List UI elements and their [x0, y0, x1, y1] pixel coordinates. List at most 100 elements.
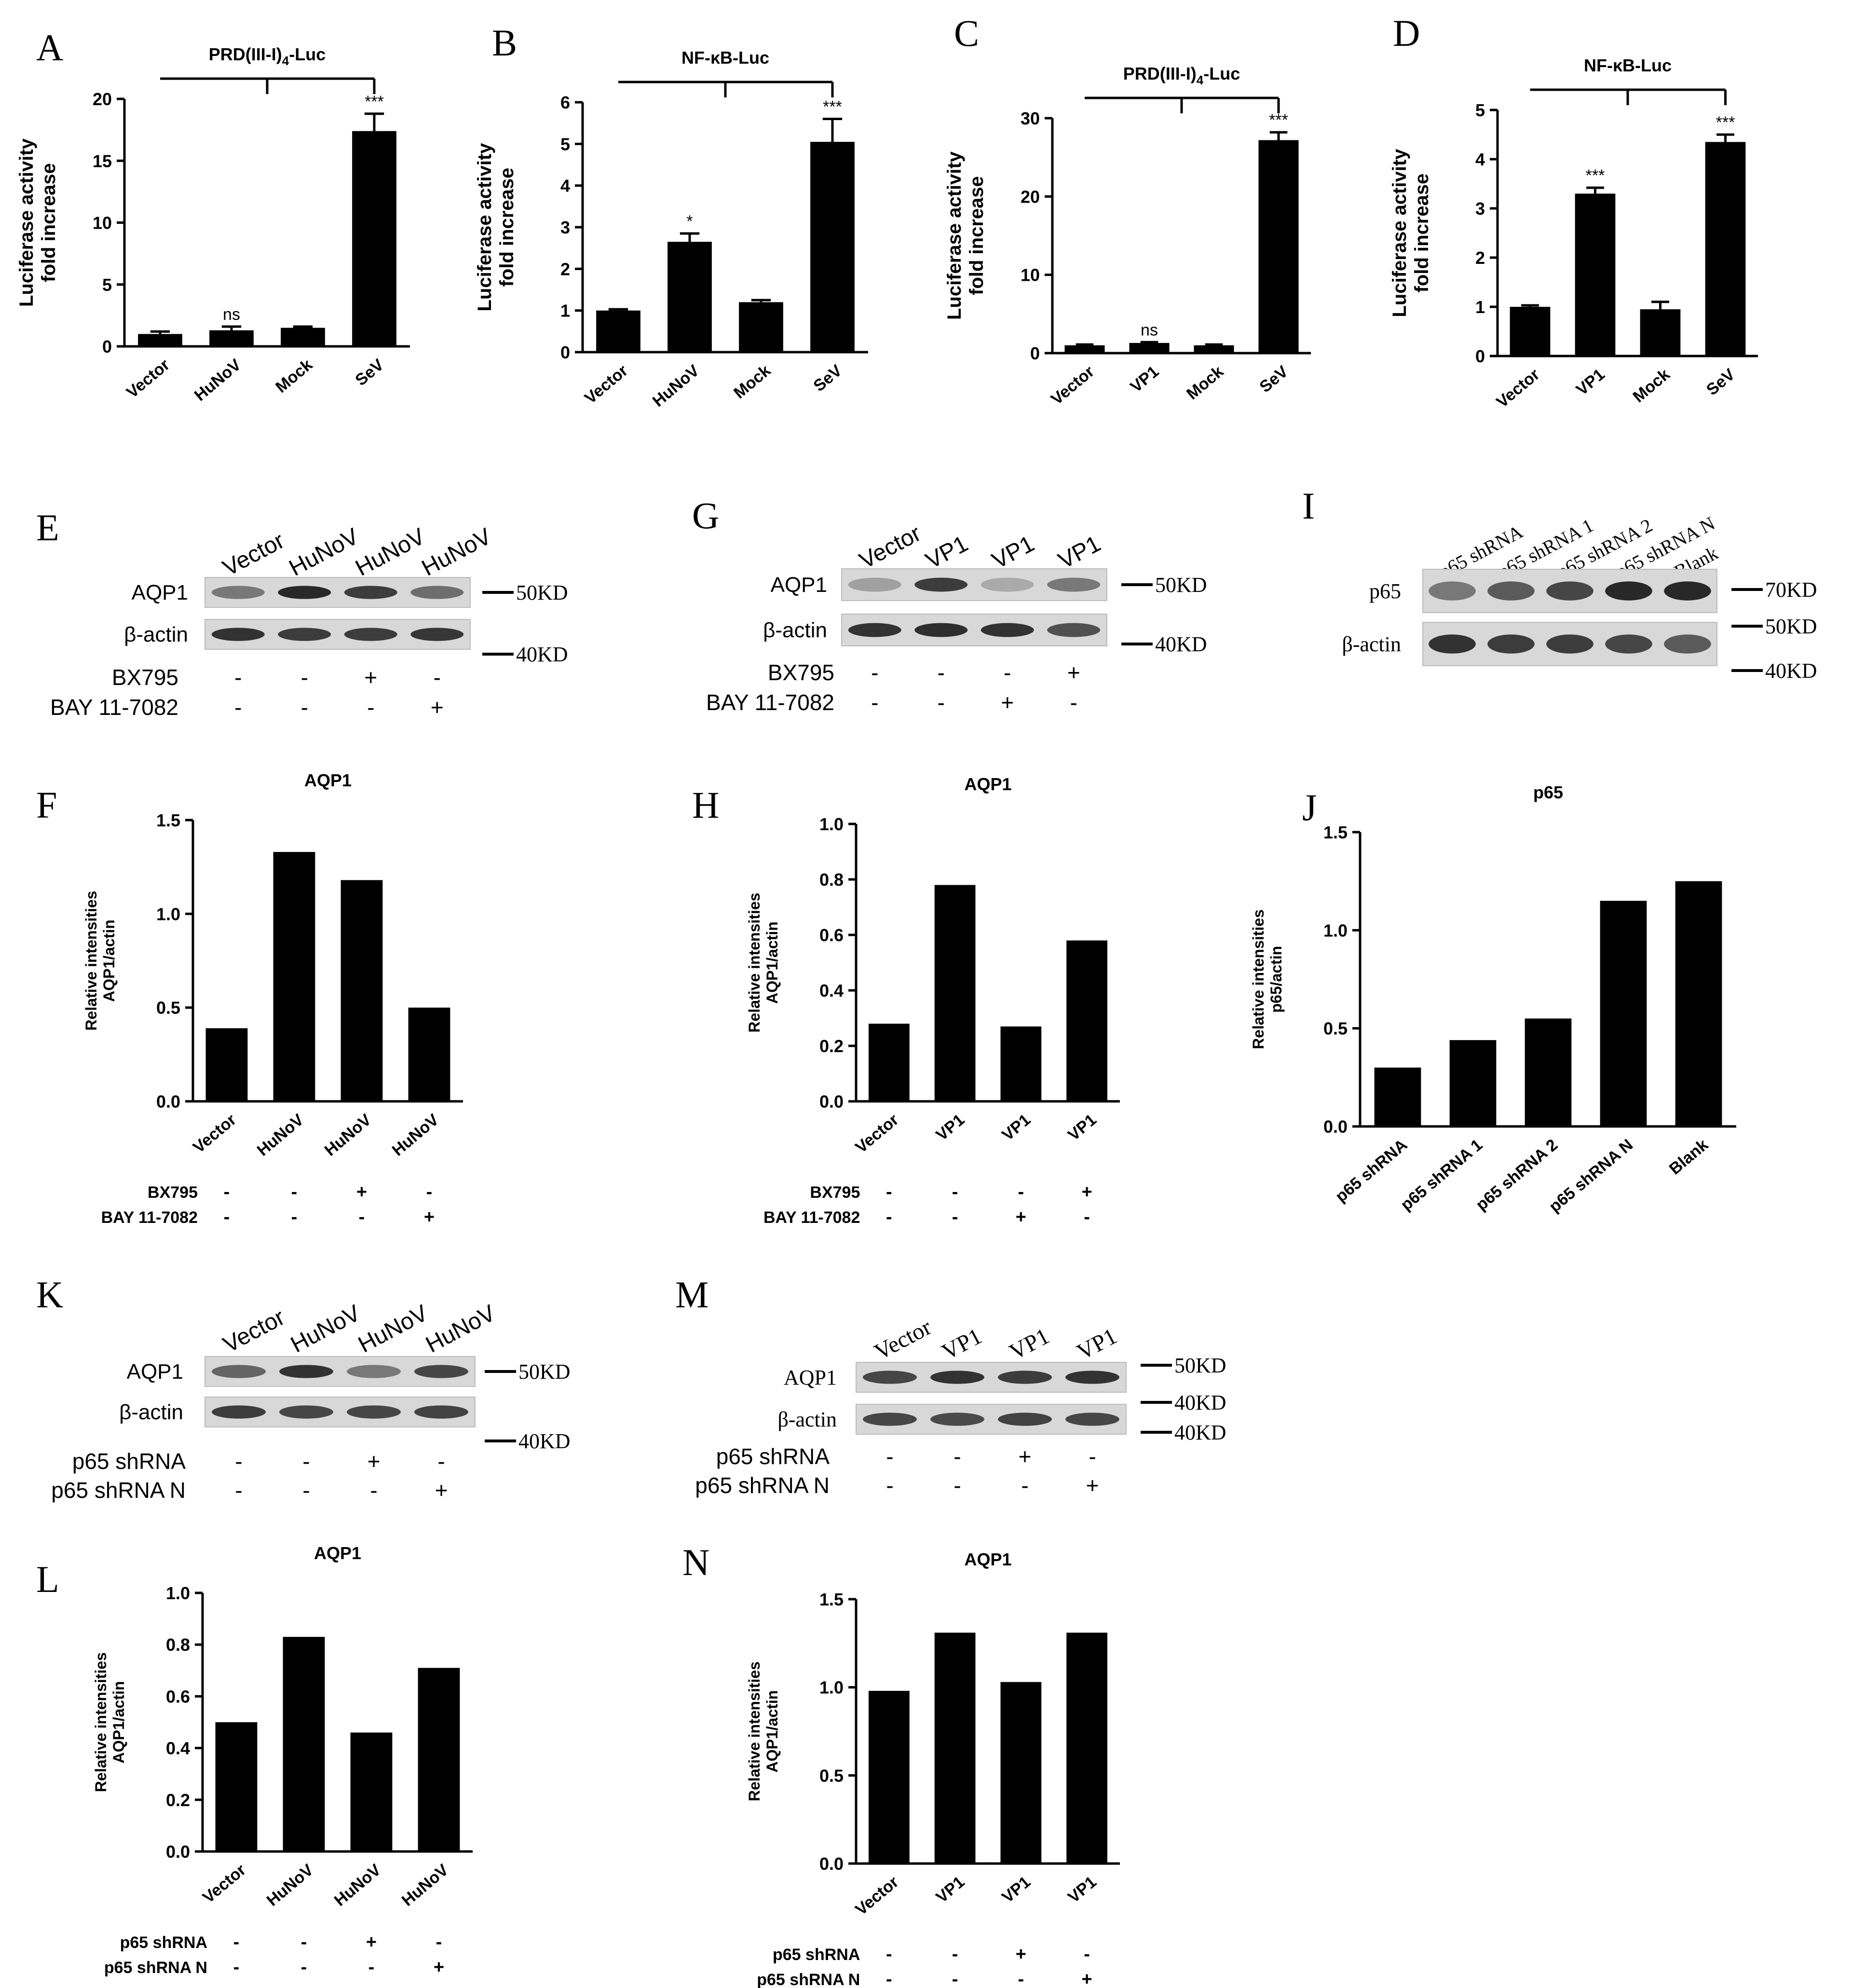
panel-letter: G — [692, 494, 719, 536]
panel-letter: A — [36, 27, 63, 69]
bar — [934, 885, 976, 1101]
category-label: Vector — [581, 361, 631, 408]
y-axis-label: Luciferase activity — [16, 138, 37, 307]
significance-label: * — [686, 212, 693, 231]
treatment-mark: - — [1018, 1182, 1024, 1202]
bar — [340, 880, 383, 1101]
treatment-mark: - — [434, 665, 441, 690]
blot-band — [1487, 581, 1535, 601]
panel-f: F 0.0 0.5 1.0 1.5 Relative intensities AQP1/ac… — [36, 770, 463, 1227]
category-label: Vector — [852, 1873, 902, 1919]
category-label: Mock — [272, 356, 316, 397]
treatment-mark: - — [301, 1957, 307, 1977]
category-label: VP1 — [1064, 1873, 1100, 1906]
treatment-mark: - — [302, 1449, 310, 1474]
marker-label: 50KD — [1765, 615, 1817, 638]
lane-label: Vector — [870, 1314, 936, 1365]
lane-label: VP1 — [922, 531, 972, 574]
treatment-mark: - — [953, 1444, 961, 1469]
treatment-label: BX795 — [768, 660, 834, 685]
y-tick-label: 15 — [93, 151, 112, 171]
marker-label: 40KD — [516, 643, 568, 666]
treatment-mark: - — [952, 1969, 958, 1988]
category-label: SeV — [810, 361, 845, 396]
title-suffix: -Luc — [289, 44, 326, 64]
y-tick-label: 3 — [1475, 199, 1485, 219]
chart-title: AQP1 — [964, 774, 1011, 794]
treatment-mark: + — [424, 1207, 435, 1227]
chart-title: NF-κB-Luc — [1584, 55, 1672, 75]
significance-label: ns — [1141, 321, 1158, 339]
treatment-mark: - — [234, 695, 242, 720]
title-subscript: 4 — [1197, 73, 1204, 87]
blot-band — [1605, 581, 1652, 601]
category-label: HuNoV — [263, 1861, 317, 1910]
chart-title: AQP1 — [304, 770, 352, 790]
significance-label: ns — [223, 305, 240, 324]
blot-band — [1429, 634, 1476, 654]
category-label: Mock — [730, 361, 774, 402]
lane-label: VP1 — [1073, 1323, 1121, 1365]
treatment-mark: - — [301, 1932, 307, 1952]
y-tick-label: 10 — [1021, 265, 1040, 285]
treatment-mark: - — [436, 1932, 442, 1952]
y-axis-label: Relative intensities — [82, 891, 100, 1031]
treatment-label: BX795 — [148, 1183, 198, 1202]
y-tick-label: 20 — [93, 89, 112, 109]
category-label: Vector — [852, 1111, 902, 1157]
treatment-mark: - — [301, 695, 308, 720]
bar — [1129, 343, 1170, 353]
bar — [1064, 345, 1105, 353]
title-main: PRD(III-I) — [1123, 64, 1197, 83]
y-tick-label: 1.0 — [166, 1583, 190, 1603]
category-label: VP1 — [933, 1873, 968, 1906]
blot-band — [1487, 634, 1535, 654]
treatment-mark: + — [368, 1449, 381, 1474]
blot-band — [1047, 577, 1101, 592]
y-axis-label: fold increase — [1411, 174, 1432, 293]
lane-label: HuNoV — [418, 523, 496, 581]
panel-letter: H — [692, 784, 719, 826]
blot-band — [347, 1405, 401, 1419]
blot-e: EVectorHuNoVHuNoVHuNoVAQP1β-actin50KD40K… — [36, 507, 568, 720]
panel-letter: L — [36, 1558, 59, 1600]
treatment-mark: - — [301, 665, 308, 690]
category-label: Vector — [1048, 362, 1098, 409]
treatment-label: BX795 — [112, 665, 178, 690]
blot-band — [278, 586, 331, 599]
lane-label: VP1 — [938, 1323, 986, 1365]
y-tick-label: 5 — [560, 134, 570, 154]
category-label: VP1 — [998, 1873, 1034, 1906]
category-label: HuNoV — [649, 361, 703, 411]
treatment-mark: + — [366, 1932, 377, 1952]
bar — [408, 1007, 450, 1101]
treatment-mark: - — [234, 665, 242, 690]
category-label: Vector — [1493, 365, 1543, 411]
blot-band — [212, 1405, 266, 1419]
blot-band — [863, 1371, 917, 1384]
title-main: NF-κB-Luc — [681, 48, 769, 68]
y-tick-label: 0.6 — [166, 1686, 190, 1706]
treatment-mark: - — [235, 1478, 242, 1503]
title-main: AQP1 — [964, 774, 1011, 794]
chart-title: NF-κB-Luc — [681, 48, 769, 68]
y-axis-label: Relative intensities — [92, 1652, 109, 1792]
treatment-mark: - — [938, 690, 945, 715]
treatment-mark: - — [370, 1478, 377, 1503]
y-tick-label: 6 — [560, 93, 570, 112]
significance-label: *** — [1586, 166, 1605, 185]
title-main: AQP1 — [314, 1543, 361, 1563]
chart-title: AQP1 — [314, 1543, 361, 1563]
bar — [1510, 307, 1551, 356]
panel-b: B 0 1 2 3 4 5 6 Luciferase activity fold increase… — [474, 22, 868, 411]
category-label: p65 shRNA — [1332, 1136, 1411, 1206]
row-label: β-actin — [119, 1400, 183, 1424]
treatment-mark: - — [233, 1957, 240, 1977]
y-tick-label: 1 — [560, 301, 570, 321]
bar — [934, 1632, 976, 1864]
marker-label: 50KD — [1174, 1354, 1226, 1377]
treatment-mark: - — [367, 695, 374, 720]
